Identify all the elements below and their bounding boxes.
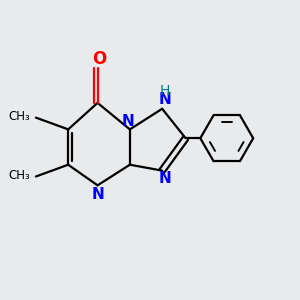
Text: CH₃: CH₃ bbox=[8, 169, 30, 182]
Text: H: H bbox=[159, 84, 170, 98]
Text: N: N bbox=[158, 171, 171, 186]
Text: N: N bbox=[91, 187, 104, 202]
Text: N: N bbox=[122, 114, 135, 129]
Text: N: N bbox=[158, 92, 171, 107]
Text: CH₃: CH₃ bbox=[8, 110, 30, 123]
Text: O: O bbox=[92, 50, 106, 68]
